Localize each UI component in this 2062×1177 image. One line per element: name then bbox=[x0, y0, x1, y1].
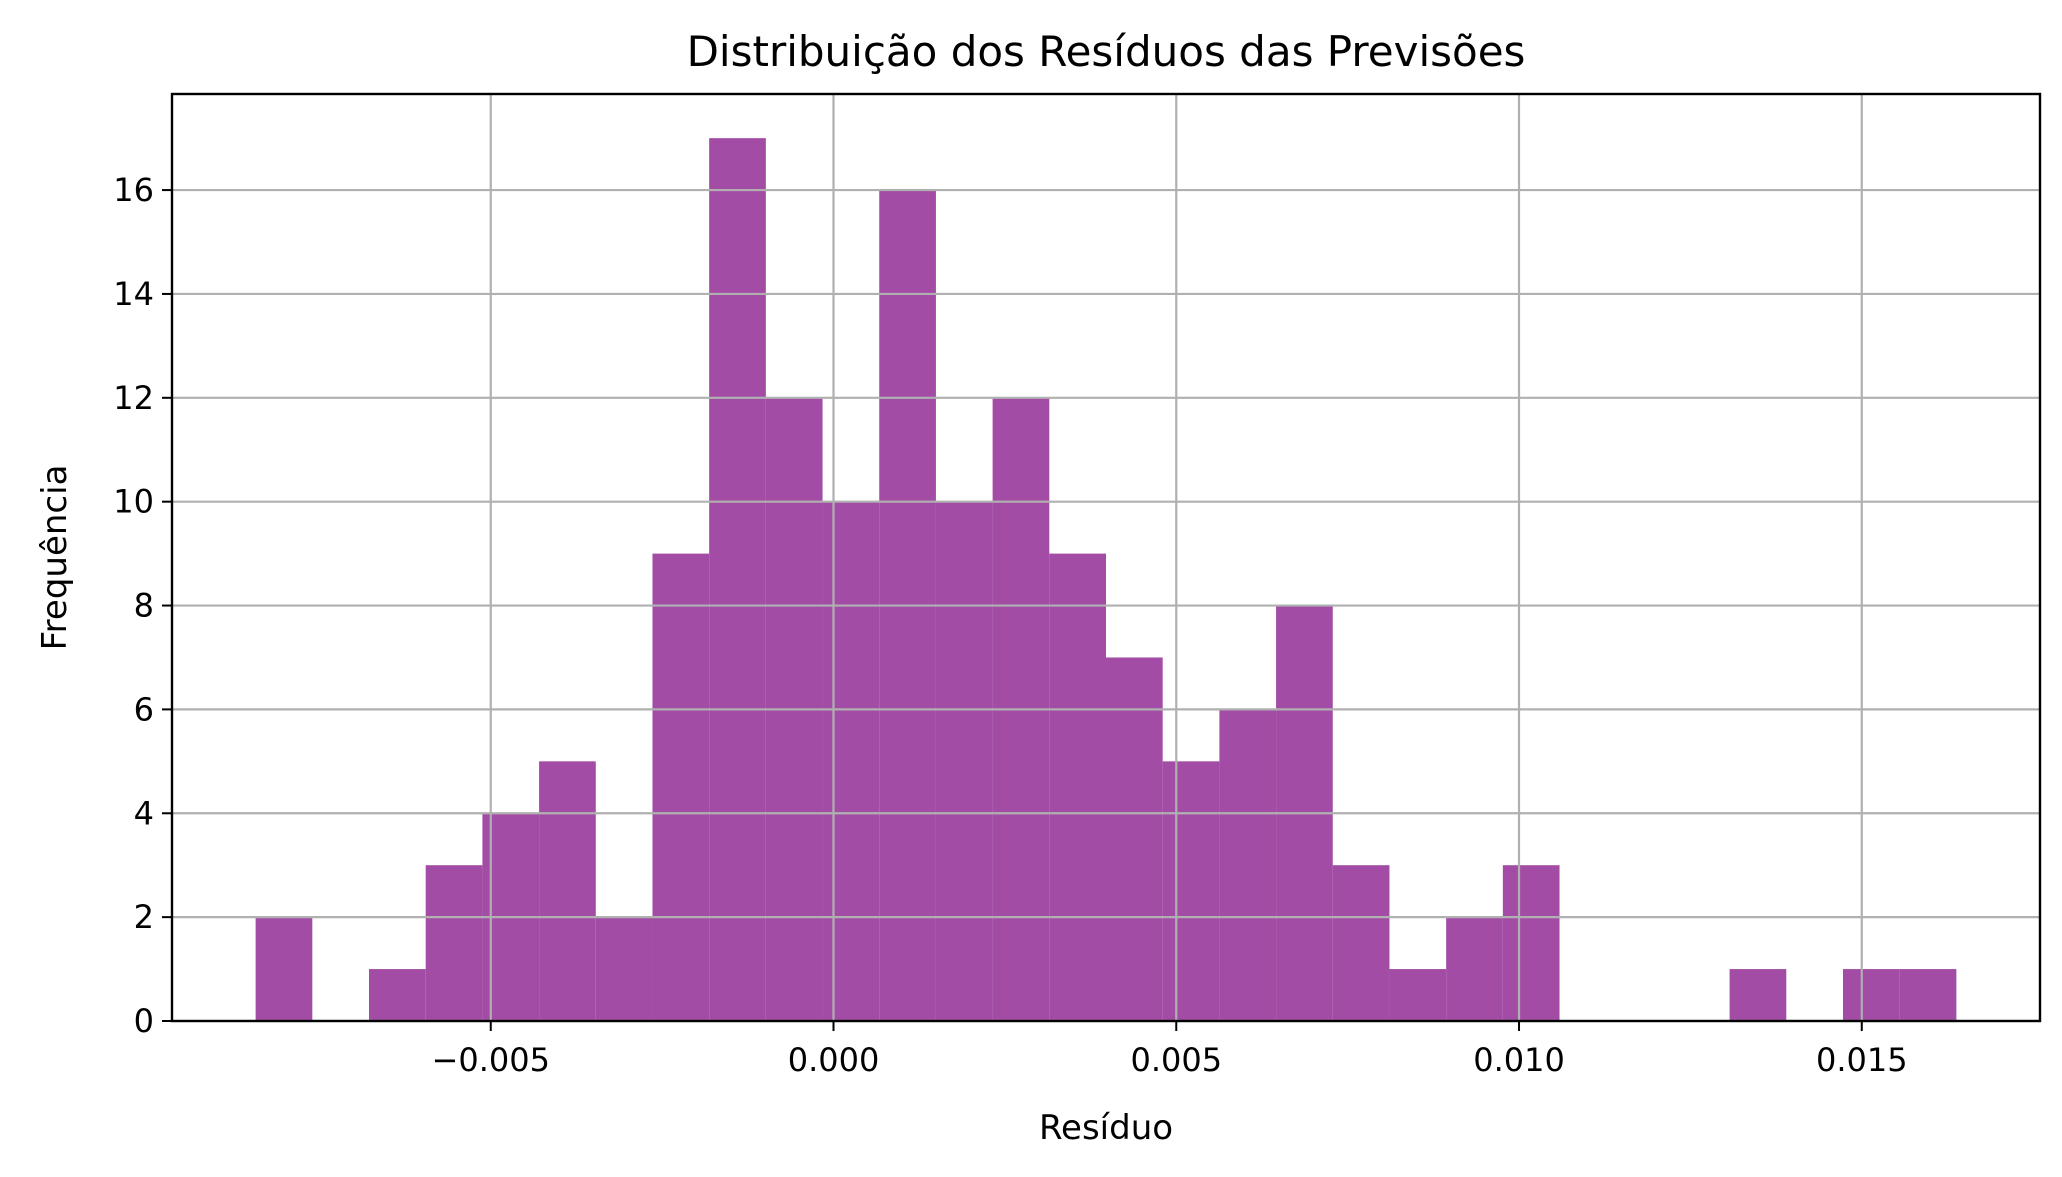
y-tick-label: 16 bbox=[113, 171, 154, 209]
histogram-bar bbox=[822, 501, 880, 1022]
histogram-bar bbox=[1389, 969, 1447, 1021]
y-tick-label: 8 bbox=[134, 587, 154, 625]
histogram-bar bbox=[1842, 969, 1900, 1021]
chart-title: Distribuição dos Resíduos das Previsões bbox=[687, 27, 1526, 76]
histogram-bar bbox=[935, 501, 993, 1022]
plot-frame bbox=[170, 92, 2042, 1023]
histogram-bar bbox=[709, 138, 766, 1022]
histogram-bar bbox=[1502, 865, 1560, 1021]
y-tick-label: 10 bbox=[113, 483, 154, 521]
histogram-bar bbox=[1446, 917, 1503, 1021]
y-tick-label: 0 bbox=[134, 1002, 154, 1040]
histogram-bar bbox=[1106, 657, 1163, 1021]
histogram-bar bbox=[1332, 865, 1390, 1021]
histogram-bar bbox=[1219, 709, 1277, 1021]
axes: −0.005 0.000 0.005 0.010 0.015 0 2 4 6 8 10 12 14 16 bbox=[113, 171, 1907, 1079]
histogram-bar bbox=[1049, 553, 1106, 1021]
histogram-bar bbox=[652, 553, 710, 1021]
y-tick-label: 2 bbox=[134, 898, 154, 936]
histogram-bar bbox=[595, 917, 653, 1021]
y-tick-label: 4 bbox=[134, 794, 154, 832]
x-tick-label: 0.015 bbox=[1816, 1041, 1908, 1079]
x-axis-label: Resíduo bbox=[1039, 1108, 1173, 1148]
x-tick-label: 0.005 bbox=[1130, 1041, 1222, 1079]
x-tick-label: 0.010 bbox=[1473, 1041, 1565, 1079]
histogram-bar bbox=[255, 917, 313, 1021]
y-tick-label: 6 bbox=[134, 690, 154, 728]
x-tick-label: −0.005 bbox=[432, 1041, 550, 1079]
histogram-bar bbox=[1162, 761, 1220, 1021]
y-axis-label: Frequência bbox=[35, 465, 75, 651]
y-tick-label: 14 bbox=[113, 275, 154, 313]
histogram-bar bbox=[539, 761, 596, 1021]
x-tick-label: 0.000 bbox=[788, 1041, 880, 1079]
histogram-bar bbox=[369, 969, 426, 1021]
histogram-bar bbox=[1729, 969, 1787, 1021]
histogram-bar bbox=[1899, 969, 1957, 1021]
y-tick-label: 12 bbox=[113, 379, 154, 417]
histogram-bar bbox=[425, 865, 483, 1021]
